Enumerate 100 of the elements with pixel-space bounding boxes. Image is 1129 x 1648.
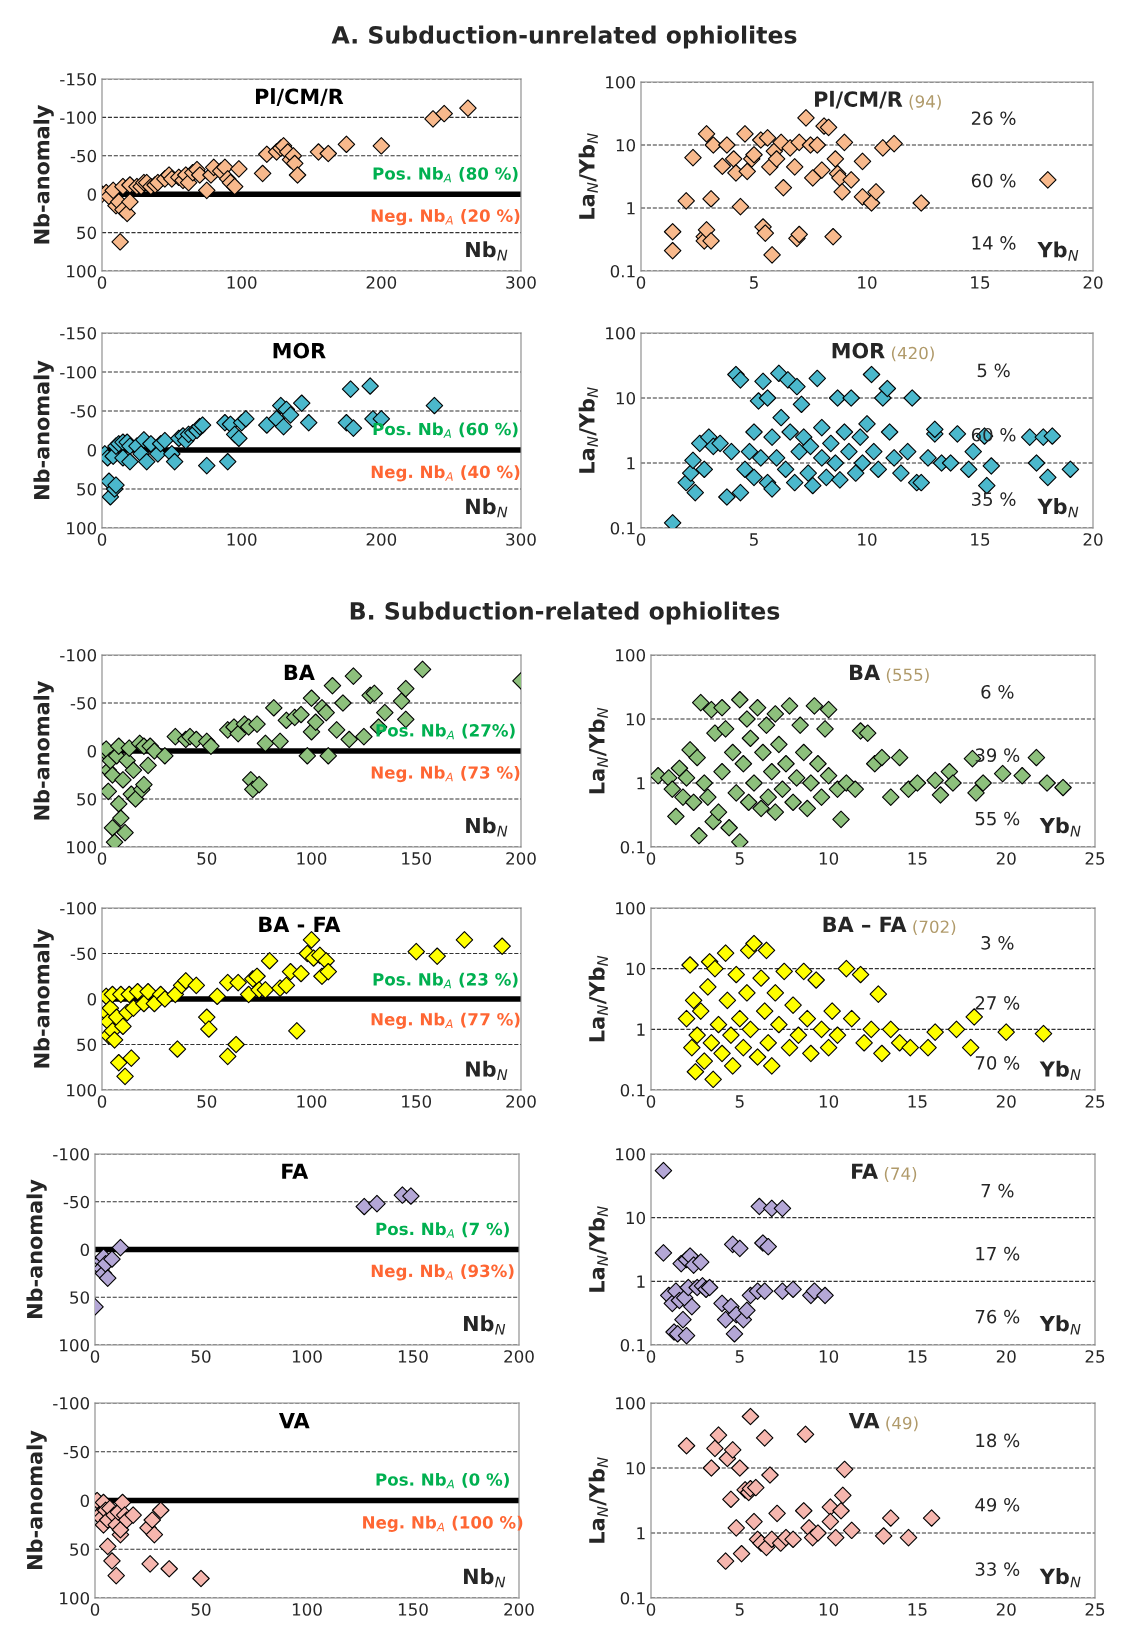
x-tick-label: 200 bbox=[366, 533, 397, 546]
y-tick-label: 10 bbox=[626, 1211, 646, 1225]
y-tick-label: 100 bbox=[60, 1591, 90, 1605]
y-tick-label: 1 bbox=[637, 1275, 645, 1288]
annotation: Neg. Nb$_{A}$ (77 %) bbox=[371, 1012, 520, 1029]
annotation: (49) bbox=[886, 1416, 918, 1432]
annotation: MOR bbox=[273, 342, 326, 359]
x-tick-label: 200 bbox=[506, 1095, 536, 1108]
x-tick-label: 10 bbox=[819, 1350, 839, 1363]
y-tick-label: 0.1 bbox=[610, 264, 635, 278]
y-axis-title: Nb-anomaly bbox=[33, 681, 54, 820]
x-tick-label: 0 bbox=[97, 533, 107, 546]
y-tick-label: -100 bbox=[60, 901, 97, 915]
x-tick-label: 20 bbox=[996, 1350, 1016, 1363]
x-tick-label: 0 bbox=[97, 276, 107, 289]
annotation: 60 % bbox=[971, 173, 1016, 188]
x-tick-label: 5 bbox=[735, 1350, 744, 1363]
annotation: (420) bbox=[891, 346, 934, 362]
y-axis-title: La$_{N}$/Yb$_{N}$ bbox=[578, 133, 598, 219]
y-tick-label: -150 bbox=[60, 72, 97, 86]
x-tick-label: 0 bbox=[97, 852, 107, 865]
x-tick-label: 15 bbox=[908, 1095, 927, 1108]
annotation: BA – FA bbox=[823, 916, 907, 932]
annotation: BA bbox=[284, 664, 315, 680]
y-axis-title: Nb-anomaly bbox=[26, 1430, 47, 1569]
annotation: (555) bbox=[886, 668, 929, 684]
annotation: Neg. Nb$_{A}$ (20 %) bbox=[371, 209, 520, 226]
y-tick-label: 50 bbox=[70, 1543, 90, 1556]
x-tick-label: 50 bbox=[191, 1603, 211, 1616]
y-tick-label: 100 bbox=[67, 521, 97, 535]
x-tick-label: 20 bbox=[996, 852, 1016, 865]
x-tick-label: 200 bbox=[504, 1603, 534, 1616]
y-tick-label: 100 bbox=[616, 1147, 646, 1161]
annotation: (94) bbox=[909, 94, 941, 110]
y-tick-label: 100 bbox=[67, 840, 97, 854]
chart-title: A. Subduction-unrelated ophiolites bbox=[331, 25, 797, 49]
annotation: Pl/CM/R bbox=[256, 88, 344, 106]
x-tick-label: 15 bbox=[908, 1350, 927, 1363]
y-tick-label: 1 bbox=[637, 1023, 645, 1036]
x-tick-label: 25 bbox=[1085, 1603, 1105, 1616]
x-tick-label: 0 bbox=[646, 1095, 656, 1108]
y-tick-label: 100 bbox=[616, 1396, 646, 1410]
x-axis-title: Nb$_{N}$ bbox=[464, 1315, 506, 1335]
y-tick-label: -50 bbox=[70, 947, 97, 961]
x-tick-label: 200 bbox=[506, 852, 536, 865]
y-tick-label: 0.1 bbox=[620, 1591, 645, 1605]
x-tick-label: 50 bbox=[197, 852, 217, 865]
x-tick-label: 100 bbox=[227, 533, 257, 546]
y-tick-label: 100 bbox=[60, 1338, 90, 1352]
x-tick-label: 10 bbox=[858, 276, 877, 289]
x-tick-label: 100 bbox=[292, 1603, 322, 1616]
y-tick-label: 1 bbox=[637, 1527, 645, 1540]
x-tick-label: 0 bbox=[646, 1603, 656, 1616]
y-tick-label: 0 bbox=[87, 443, 97, 457]
annotation: 17 % bbox=[976, 1246, 1020, 1261]
y-tick-label: 10 bbox=[626, 962, 646, 976]
annotation: BA - FA bbox=[259, 916, 341, 932]
x-axis-title: Yb$_{N}$ bbox=[1039, 1060, 1081, 1080]
annotation: 33 % bbox=[975, 1562, 1020, 1576]
y-tick-label: 100 bbox=[616, 901, 646, 915]
annotation: 6 % bbox=[981, 684, 1014, 699]
x-tick-label: 5 bbox=[735, 1095, 744, 1108]
y-tick-label: 100 bbox=[606, 326, 636, 340]
y-tick-label: 10 bbox=[626, 712, 646, 726]
y-tick-label: 0 bbox=[87, 992, 97, 1006]
x-tick-label: 5 bbox=[749, 276, 758, 289]
y-tick-label: 1 bbox=[627, 457, 635, 470]
x-tick-label: 0 bbox=[646, 1350, 656, 1363]
y-tick-label: 100 bbox=[67, 264, 97, 278]
x-tick-label: 150 bbox=[402, 852, 432, 865]
x-axis-title: Nb$_{N}$ bbox=[466, 498, 508, 518]
y-axis-title: Nb-anomaly bbox=[26, 1179, 47, 1318]
y-tick-label: 50 bbox=[77, 482, 97, 496]
x-tick-label: 15 bbox=[908, 852, 927, 865]
y-axis-title: La$_{N}$/Yb$_{N}$ bbox=[588, 707, 608, 794]
y-tick-label: 0.1 bbox=[620, 840, 645, 854]
y-axis-title: Nb-anomaly bbox=[33, 105, 54, 244]
annotation: 7 % bbox=[981, 1183, 1014, 1198]
x-axis-title: Nb$_{N}$ bbox=[466, 1060, 508, 1080]
y-tick-label: 10 bbox=[626, 1461, 646, 1475]
annotation: 27 % bbox=[975, 996, 1020, 1010]
annotation: 18 % bbox=[976, 1433, 1020, 1448]
x-tick-label: 100 bbox=[297, 852, 327, 865]
x-tick-label: 100 bbox=[292, 1350, 322, 1363]
x-axis-title: Nb$_{N}$ bbox=[466, 241, 508, 261]
x-tick-label: 5 bbox=[735, 1603, 744, 1616]
annotation: 35 % bbox=[972, 492, 1016, 506]
x-axis-title: Nb$_{N}$ bbox=[466, 817, 508, 837]
x-tick-label: 150 bbox=[398, 1603, 428, 1616]
annotation: Pl/CM/R bbox=[815, 90, 903, 109]
x-tick-label: 150 bbox=[402, 1095, 432, 1108]
x-tick-label: 300 bbox=[506, 533, 536, 546]
x-axis-title: Yb$_{N}$ bbox=[1037, 241, 1079, 261]
x-tick-label: 50 bbox=[191, 1350, 211, 1363]
annotation: Pos. Nb$_{A}$ (0 %) bbox=[376, 1472, 509, 1489]
x-tick-label: 15 bbox=[908, 1603, 927, 1616]
x-axis-title: Yb$_{N}$ bbox=[1039, 1315, 1081, 1335]
x-tick-label: 150 bbox=[398, 1350, 428, 1363]
y-tick-label: -100 bbox=[53, 1396, 90, 1410]
x-tick-label: 25 bbox=[1085, 1095, 1105, 1108]
